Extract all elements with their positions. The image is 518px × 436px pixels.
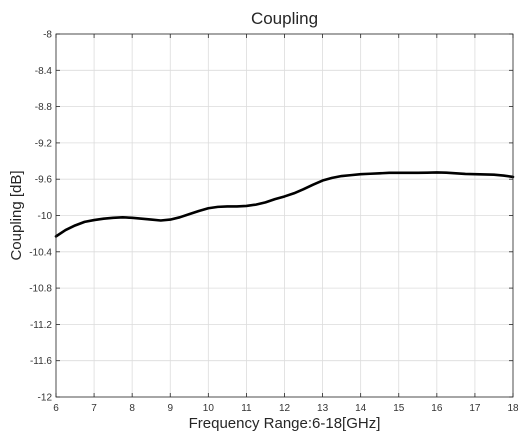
chart-title: Coupling — [251, 9, 318, 28]
x-tick-label: 18 — [507, 403, 518, 414]
x-tick-label: 6 — [53, 403, 59, 414]
y-tick-labels: -8 -8.4 -8.8 -9.2 -9.6 -10 -10.4 -10.8 -11.2 -11.… — [29, 30, 52, 404]
x-tick-label: 13 — [317, 403, 329, 414]
y-tick-label: -11.2 — [30, 320, 52, 331]
x-tick-label: 10 — [203, 403, 215, 414]
series-layer — [54, 171, 515, 238]
y-tick-label: -10 — [38, 211, 53, 222]
x-tick-label: 16 — [431, 403, 443, 414]
grid-lines — [55, 33, 514, 398]
y-tick-label: -9.6 — [35, 175, 53, 186]
y-tick-label: -10.4 — [29, 247, 52, 258]
x-tick-label: 14 — [355, 403, 367, 414]
y-tick-label: -8.4 — [35, 66, 53, 77]
y-tick-label: -8.8 — [35, 102, 53, 113]
series-line-0 — [54, 171, 515, 238]
tick-marks — [55, 33, 514, 398]
y-axis-label: Coupling [dB] — [8, 170, 25, 260]
x-tick-label: 8 — [129, 403, 135, 414]
y-tick-label: -12 — [38, 393, 53, 404]
y-tick-label: -11.6 — [30, 356, 52, 367]
x-tick-label: 17 — [469, 403, 481, 414]
x-tick-label: 7 — [91, 403, 97, 414]
y-tick-label: -9.2 — [35, 138, 53, 149]
y-tick-label: -10.8 — [29, 284, 52, 295]
x-axis-label: Frequency Range:6-18[GHz] — [189, 415, 381, 432]
x-tick-label: 9 — [167, 403, 173, 414]
x-tick-label: 15 — [393, 403, 405, 414]
x-tick-label: 11 — [241, 403, 252, 414]
y-tick-label: -8 — [43, 30, 52, 41]
x-tick-label: 12 — [279, 403, 291, 414]
x-tick-labels: 6 7 8 9 10 11 12 13 14 15 16 17 18 — [53, 403, 518, 414]
